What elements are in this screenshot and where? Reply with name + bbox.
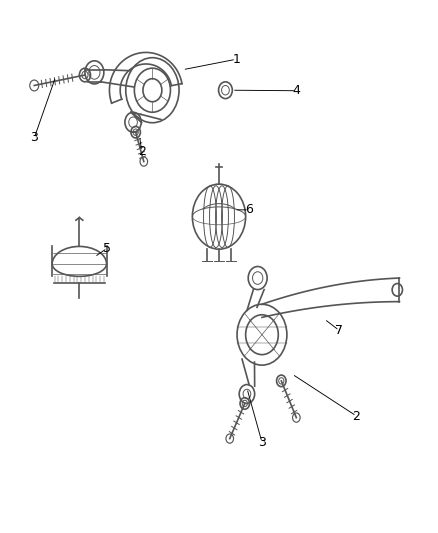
Text: 3: 3 (258, 436, 266, 449)
Text: 5: 5 (103, 241, 111, 255)
Text: 2: 2 (353, 409, 360, 423)
Text: 2: 2 (138, 144, 145, 158)
Text: 7: 7 (336, 324, 343, 337)
Text: 4: 4 (293, 84, 300, 97)
Text: 6: 6 (245, 203, 253, 216)
Text: 1: 1 (232, 53, 240, 66)
Text: 3: 3 (30, 132, 38, 144)
